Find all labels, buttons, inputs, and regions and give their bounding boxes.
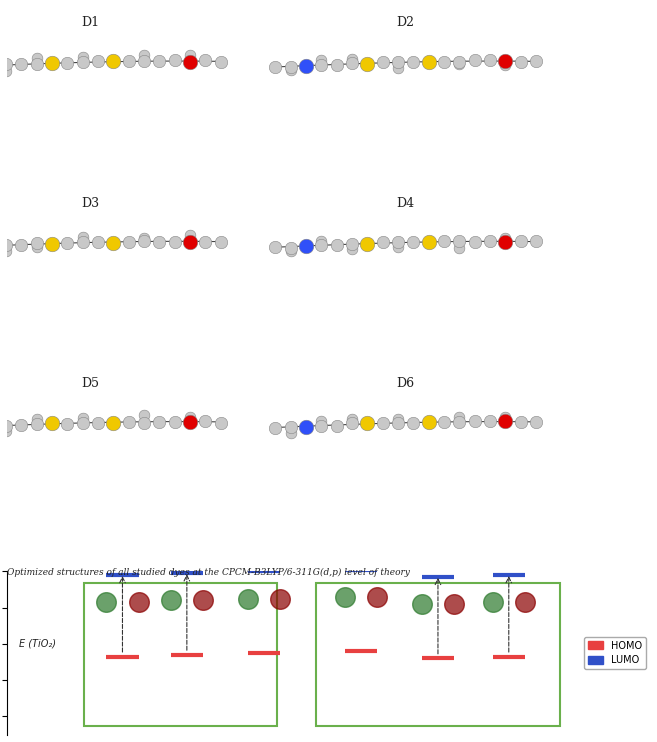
Point: [275, 529, 285, 541]
Text: E (TiO₂): E (TiO₂): [20, 639, 57, 649]
Point: [339, 528, 350, 539]
Point: [242, 529, 253, 541]
Point: [417, 598, 427, 610]
Point: [449, 535, 459, 547]
Point: [166, 594, 176, 606]
Point: [520, 597, 530, 608]
Text: D4: D4: [397, 197, 415, 209]
Point: [487, 533, 498, 545]
Point: [198, 531, 208, 543]
Point: [520, 533, 530, 545]
Point: [242, 593, 253, 605]
Point: [275, 593, 285, 605]
Point: [339, 591, 350, 603]
Point: [133, 597, 144, 608]
Point: [371, 591, 382, 603]
Point: [133, 533, 144, 545]
Point: [371, 528, 382, 539]
Text: D2: D2: [397, 16, 415, 29]
Text: Optimized structures of all studied dyes at the CPCM-B3LYP/6-311G(d,p) level of : Optimized structures of all studied dyes…: [7, 568, 409, 577]
Point: [166, 531, 176, 543]
Point: [101, 533, 112, 545]
Point: [417, 535, 427, 547]
Point: [449, 598, 459, 610]
Text: D5: D5: [81, 377, 99, 390]
Point: [198, 594, 208, 606]
Point: [487, 597, 498, 608]
Text: D6: D6: [397, 377, 415, 390]
Text: D3: D3: [81, 197, 99, 209]
Text: D1: D1: [81, 16, 99, 29]
Point: [101, 597, 112, 608]
Legend: HOMO, LUMO: HOMO, LUMO: [584, 637, 646, 669]
